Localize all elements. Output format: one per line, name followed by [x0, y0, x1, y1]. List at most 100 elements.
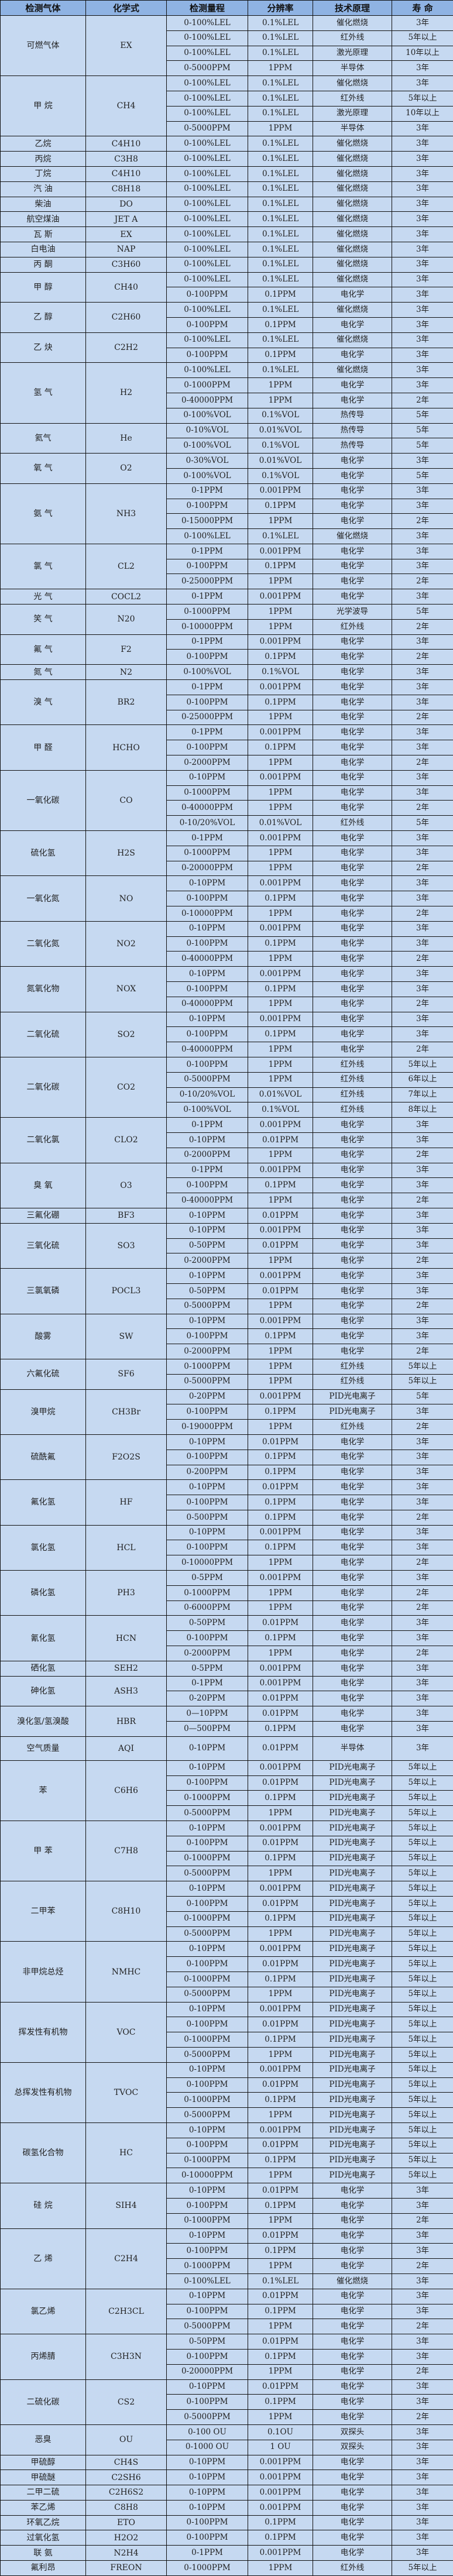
- technology-cell: 电化学: [313, 2334, 392, 2350]
- technology-cell: 电化学: [313, 2546, 392, 2561]
- lifespan-cell: 5年: [392, 1389, 453, 1404]
- formula-cell: POCL3: [86, 1269, 167, 1314]
- lifespan-cell: 3年: [392, 454, 453, 469]
- lifespan-cell: 3年: [392, 936, 453, 952]
- technology-cell: 电化学: [313, 2410, 392, 2425]
- technology-cell: PID光电离子: [313, 1851, 392, 1866]
- technology-cell: 电化学: [313, 454, 392, 469]
- technology-cell: 双探头: [313, 2424, 392, 2440]
- lifespan-cell: 3年: [392, 2273, 453, 2289]
- header-technology: 技术原理: [313, 1, 392, 16]
- lifespan-cell: 3年: [392, 317, 453, 332]
- resolution-cell: 1PPM: [248, 574, 313, 589]
- resolution-cell: 0.1PPM: [248, 2032, 313, 2048]
- table-header-row: 检测气体 化学式 检测量程 分辨率 技术原理 寿 命: [1, 1, 453, 16]
- technology-cell: 电化学: [313, 1208, 392, 1223]
- lifespan-cell: 5年以上: [392, 2002, 453, 2017]
- gas-name-cell: 二氧化氯: [1, 1118, 86, 1163]
- lifespan-cell: 5年以上: [392, 1851, 453, 1866]
- technology-cell: 电化学: [313, 861, 392, 876]
- technology-cell: 双探头: [313, 2440, 392, 2455]
- lifespan-cell: 3年: [392, 1404, 453, 1420]
- range-cell: 0-1000PPM: [167, 1972, 248, 1987]
- lifespan-cell: 5年: [392, 423, 453, 438]
- resolution-cell: 1PPM: [248, 2319, 313, 2334]
- formula-cell: N2: [86, 665, 167, 680]
- range-cell: 0-10PPM: [167, 967, 248, 982]
- lifespan-cell: 3年: [392, 1012, 453, 1027]
- range-cell: 0-1PPM: [167, 831, 248, 846]
- gas-name-cell: 乙烷: [1, 136, 86, 152]
- technology-cell: 催化燃烧: [313, 166, 392, 181]
- lifespan-cell: 2年: [392, 710, 453, 725]
- formula-cell: H2: [86, 363, 167, 423]
- lifespan-cell: 2年: [392, 755, 453, 771]
- technology-cell: PID光电离子: [313, 2017, 392, 2032]
- lifespan-cell: 5年以上: [392, 2032, 453, 2048]
- technology-cell: 电化学: [313, 650, 392, 665]
- lifespan-cell: 5年以上: [392, 1359, 453, 1374]
- range-cell: 0-1000PPM: [167, 785, 248, 801]
- header-formula: 化学式: [86, 1, 167, 16]
- technology-cell: 热传导: [313, 423, 392, 438]
- range-cell: 0-15000PPM: [167, 514, 248, 529]
- gas-name-cell: 磷化氢: [1, 1571, 86, 1616]
- range-cell: 0-100PPM: [167, 2198, 248, 2213]
- lifespan-cell: 3年: [392, 2395, 453, 2410]
- lifespan-cell: 2年: [392, 514, 453, 529]
- resolution-cell: 0.001PPM: [248, 770, 313, 785]
- range-cell: 0-20000PPM: [167, 2364, 248, 2379]
- range-cell: 0-2000PPM: [167, 1253, 248, 1269]
- resolution-cell: 1 OU: [248, 2440, 313, 2455]
- formula-cell: NO2: [86, 921, 167, 966]
- technology-cell: 电化学: [313, 574, 392, 589]
- technology-cell: PID光电离子: [313, 2138, 392, 2153]
- technology-cell: 电化学: [313, 695, 392, 710]
- formula-cell: HF: [86, 1480, 167, 1525]
- lifespan-cell: 3年: [392, 740, 453, 755]
- technology-cell: 电化学: [313, 317, 392, 332]
- lifespan-cell: 3年: [392, 1178, 453, 1193]
- lifespan-cell: 2年: [392, 1193, 453, 1208]
- resolution-cell: 0.1PPM: [248, 2153, 313, 2168]
- range-cell: 0-100%LEL: [167, 242, 248, 257]
- range-cell: 0-1000PPM: [167, 2032, 248, 2048]
- technology-cell: PID光电离子: [313, 1881, 392, 1897]
- technology-cell: PID光电离子: [313, 1389, 392, 1404]
- resolution-cell: 1PPM: [248, 1359, 313, 1374]
- range-cell: 0-1000 OU: [167, 2440, 248, 2455]
- technology-cell: 催化燃烧: [313, 227, 392, 242]
- lifespan-cell: 3年: [392, 544, 453, 559]
- resolution-cell: 1PPM: [248, 2168, 313, 2183]
- formula-cell: N2H4: [86, 2546, 167, 2561]
- formula-cell: SO2: [86, 1012, 167, 1057]
- gas-name-cell: 二硫化碳: [1, 2379, 86, 2424]
- technology-cell: 电化学: [313, 1616, 392, 1631]
- gas-name-cell: 总挥发性有机物: [1, 2062, 86, 2122]
- formula-cell: H2S: [86, 831, 167, 876]
- technology-cell: PID光电离子: [313, 2108, 392, 2123]
- technology-cell: 催化燃烧: [313, 332, 392, 348]
- lifespan-cell: 5年以上: [392, 2017, 453, 2032]
- range-cell: 0-100%LEL: [167, 212, 248, 227]
- resolution-cell: 0.001PPM: [248, 2455, 313, 2470]
- range-cell: 0-100PPM: [167, 1775, 248, 1791]
- resolution-cell: 0.001PPM: [248, 831, 313, 846]
- technology-cell: 电化学: [313, 967, 392, 982]
- resolution-cell: 0.001PPM: [248, 1223, 313, 1238]
- gas-name-cell: 瓦 斯: [1, 227, 86, 242]
- formula-cell: C2H3CL: [86, 2289, 167, 2334]
- resolution-cell: 0.001PPM: [248, 1118, 313, 1133]
- formula-cell: C2H2: [86, 332, 167, 363]
- range-cell: 0-5000PPM: [167, 2319, 248, 2334]
- resolution-cell: 0.1%LEL: [248, 332, 313, 348]
- resolution-cell: 0.1%LEL: [248, 152, 313, 167]
- lifespan-cell: 3年: [392, 1238, 453, 1253]
- gas-name-cell: 可燃气体: [1, 16, 86, 76]
